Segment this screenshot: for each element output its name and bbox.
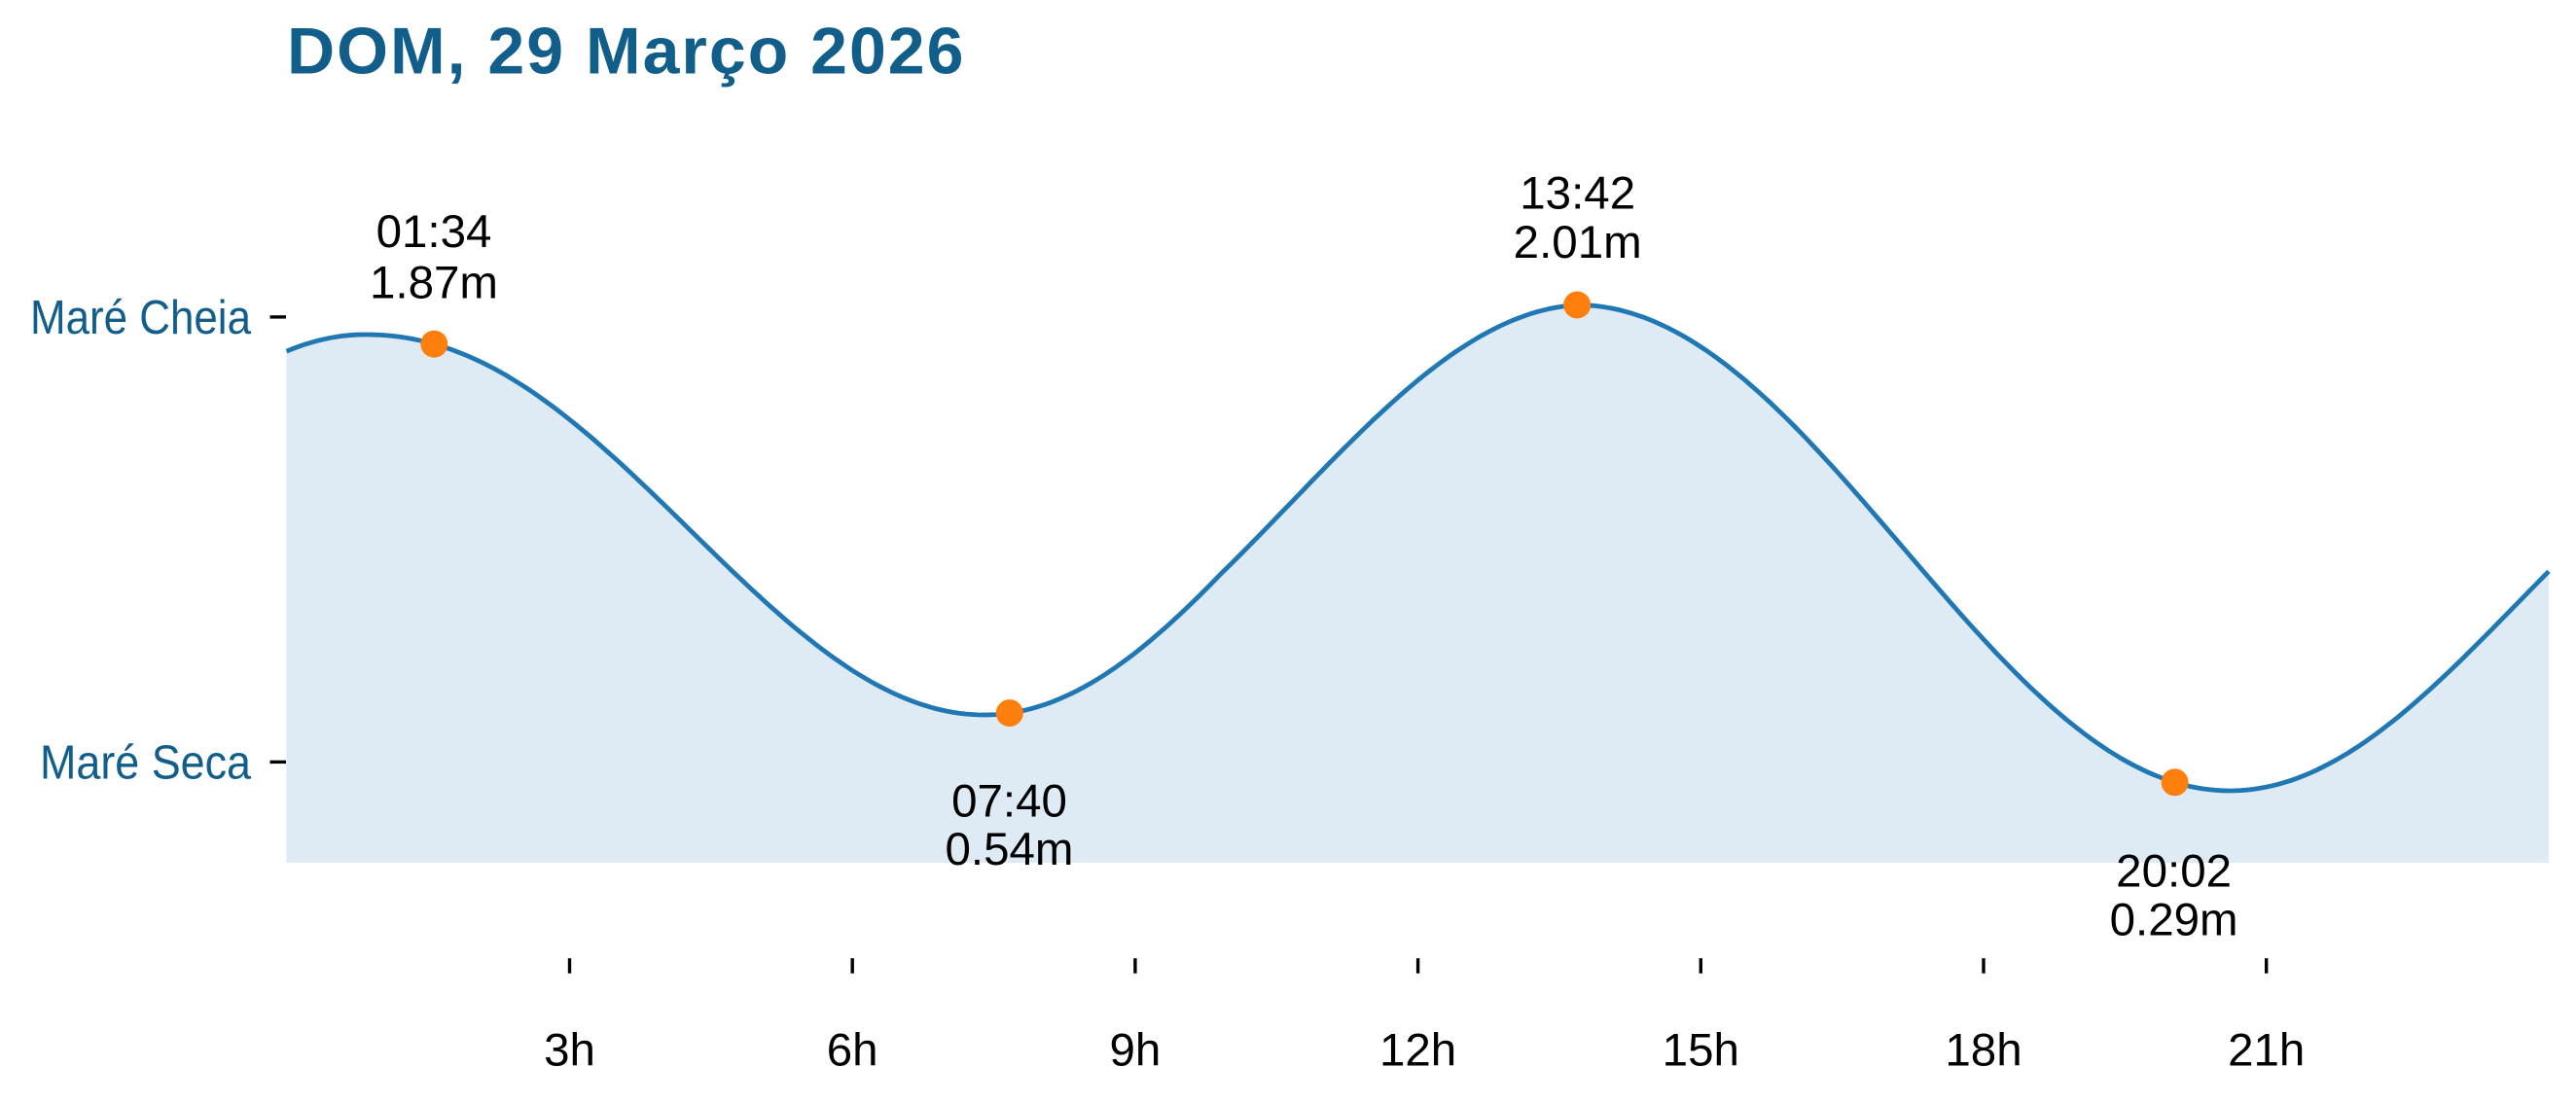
svg-text:2.01m: 2.01m [1514, 217, 1642, 268]
svg-text:20:02: 20:02 [2116, 846, 2232, 898]
svg-text:6h: 6h [827, 1024, 878, 1076]
svg-text:0.54m: 0.54m [945, 824, 1073, 875]
svg-text:0.29m: 0.29m [2110, 895, 2238, 946]
svg-text:12h: 12h [1379, 1024, 1456, 1076]
svg-text:1.87m: 1.87m [370, 257, 498, 308]
svg-text:DOM, 29 Março 2026: DOM, 29 Março 2026 [287, 15, 965, 89]
svg-text:9h: 9h [1109, 1024, 1161, 1076]
svg-text:Maré Cheia: Maré Cheia [30, 291, 251, 344]
svg-text:13:42: 13:42 [1520, 167, 1635, 219]
svg-text:21h: 21h [2228, 1024, 2305, 1076]
svg-text:3h: 3h [544, 1024, 595, 1076]
svg-text:07:40: 07:40 [951, 776, 1067, 828]
svg-text:18h: 18h [1945, 1024, 2021, 1076]
svg-text:15h: 15h [1663, 1024, 1739, 1076]
svg-text:01:34: 01:34 [376, 206, 492, 258]
svg-text:Maré Seca: Maré Seca [40, 736, 251, 790]
